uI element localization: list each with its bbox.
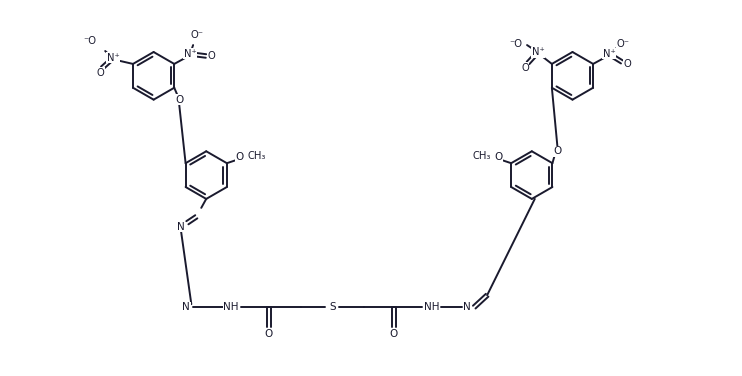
- Text: N⁺: N⁺: [107, 53, 119, 63]
- Text: CH₃: CH₃: [472, 151, 490, 161]
- Text: ⁻O: ⁻O: [83, 36, 96, 46]
- Text: O: O: [236, 152, 244, 162]
- Text: N: N: [183, 302, 190, 312]
- Text: N⁺: N⁺: [603, 49, 615, 59]
- Text: ⁻O: ⁻O: [509, 39, 522, 49]
- Text: O: O: [623, 59, 631, 69]
- Text: O: O: [494, 152, 502, 162]
- Text: N: N: [177, 222, 184, 232]
- Text: CH₃: CH₃: [247, 151, 266, 161]
- Text: N⁺: N⁺: [531, 47, 545, 57]
- Text: O⁻: O⁻: [191, 30, 203, 40]
- Text: O: O: [175, 95, 183, 105]
- Text: O⁻: O⁻: [617, 39, 629, 49]
- Text: S: S: [329, 302, 335, 312]
- Text: NH: NH: [424, 302, 439, 312]
- Text: NH: NH: [223, 302, 239, 312]
- Text: N: N: [464, 302, 471, 312]
- Text: O: O: [390, 329, 398, 339]
- Text: O: O: [265, 329, 273, 339]
- Text: O: O: [521, 63, 529, 73]
- Text: O: O: [96, 68, 104, 78]
- Text: O: O: [554, 146, 562, 156]
- Text: O: O: [207, 51, 215, 61]
- Text: N⁺: N⁺: [184, 49, 197, 59]
